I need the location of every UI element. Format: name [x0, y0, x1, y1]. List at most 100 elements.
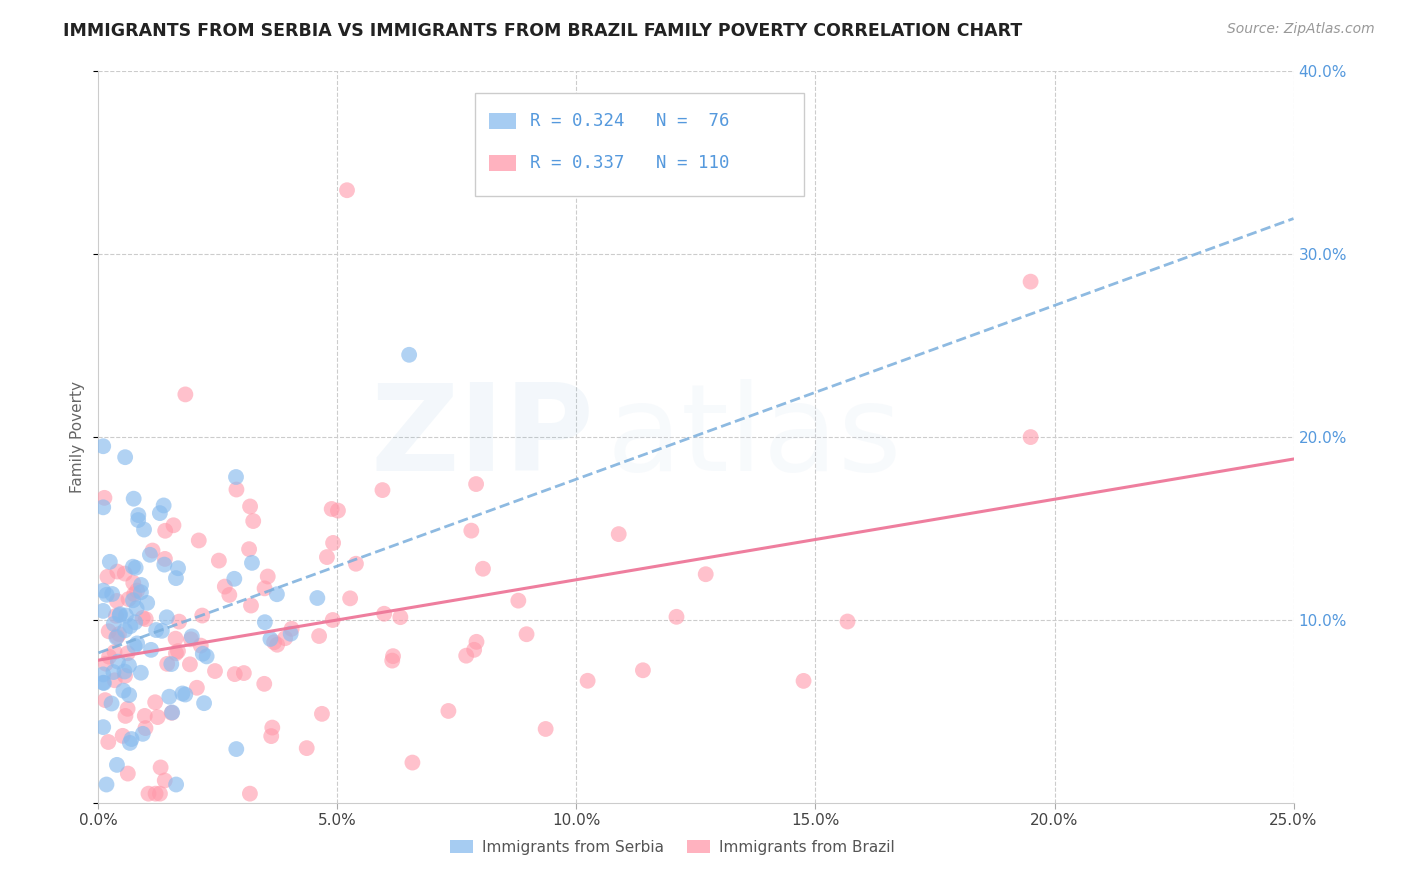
Point: [167, 561, 190, 575]
Point: [129, 578, 152, 592]
Point: [94, 657, 117, 671]
Point: [260, 729, 283, 743]
Point: [143, 695, 166, 709]
Point: [117, 592, 139, 607]
Point: [576, 673, 599, 688]
Point: [117, 766, 139, 780]
Point: [98, 649, 121, 664]
Point: [322, 613, 344, 627]
Point: [242, 514, 264, 528]
Point: [136, 596, 159, 610]
Point: [204, 664, 226, 678]
Point: [336, 183, 359, 197]
Text: R = 0.337   N = 110: R = 0.337 N = 110: [530, 153, 730, 172]
Point: [191, 647, 214, 661]
Point: [127, 508, 149, 522]
Text: ZIP: ZIP: [371, 378, 595, 496]
Point: [149, 787, 172, 801]
Point: [1019, 275, 1042, 289]
Point: [162, 518, 184, 533]
Point: [97, 735, 120, 749]
Point: [253, 677, 276, 691]
Point: [105, 594, 128, 608]
Point: [193, 696, 215, 710]
Point: [465, 477, 488, 491]
Point: [149, 506, 172, 520]
Text: R = 0.324   N =  76: R = 0.324 N = 76: [530, 112, 730, 130]
Point: [463, 642, 485, 657]
Point: [112, 683, 135, 698]
Point: [218, 588, 240, 602]
Point: [108, 608, 131, 623]
Point: [381, 654, 404, 668]
Point: [122, 593, 145, 607]
Point: [401, 756, 423, 770]
Point: [105, 631, 128, 645]
Point: [118, 658, 141, 673]
Point: [114, 450, 136, 465]
Point: [124, 639, 146, 653]
Point: [157, 690, 180, 704]
Point: [167, 644, 190, 658]
Point: [266, 587, 288, 601]
Point: [695, 567, 717, 582]
Point: [114, 669, 136, 683]
Point: [103, 616, 125, 631]
Point: [93, 676, 115, 690]
Point: [232, 666, 254, 681]
Point: [224, 572, 246, 586]
Point: [146, 710, 169, 724]
Point: [93, 491, 115, 505]
Point: [91, 500, 114, 515]
Point: [295, 741, 318, 756]
Point: [160, 706, 183, 720]
Point: [263, 635, 285, 649]
Point: [114, 665, 136, 679]
Point: [145, 787, 167, 801]
Point: [96, 778, 118, 792]
Point: [382, 649, 405, 664]
Point: [322, 536, 344, 550]
Point: [100, 697, 122, 711]
Point: [129, 585, 152, 599]
Point: [472, 562, 495, 576]
Point: [127, 636, 149, 650]
Point: [316, 550, 339, 565]
Point: [153, 552, 176, 566]
Point: [437, 704, 460, 718]
Point: [266, 638, 288, 652]
Point: [111, 729, 134, 743]
Point: [132, 523, 155, 537]
Point: [149, 760, 172, 774]
Point: [167, 615, 190, 629]
Point: [120, 619, 142, 633]
Point: [153, 524, 176, 538]
Point: [96, 588, 118, 602]
Point: [91, 604, 114, 618]
Point: [98, 555, 121, 569]
Point: [122, 587, 145, 601]
Point: [122, 575, 145, 590]
Point: [124, 615, 146, 630]
Point: [174, 688, 197, 702]
Point: [534, 722, 557, 736]
Point: [240, 599, 263, 613]
Point: [160, 657, 183, 671]
Y-axis label: Family Poverty: Family Poverty: [70, 381, 86, 493]
Point: [280, 622, 302, 636]
Point: [373, 607, 395, 621]
Point: [145, 623, 167, 637]
Legend: Immigrants from Serbia, Immigrants from Brazil: Immigrants from Serbia, Immigrants from …: [443, 834, 901, 861]
Point: [253, 615, 276, 630]
Point: [118, 736, 141, 750]
Point: [138, 787, 160, 801]
Point: [156, 610, 179, 624]
Point: [105, 757, 128, 772]
Text: atlas: atlas: [606, 378, 903, 496]
Point: [240, 556, 263, 570]
Point: [339, 591, 361, 606]
Text: IMMIGRANTS FROM SERBIA VS IMMIGRANTS FROM BRAZIL FAMILY POVERTY CORRELATION CHAR: IMMIGRANTS FROM SERBIA VS IMMIGRANTS FRO…: [63, 22, 1022, 40]
Point: [274, 631, 297, 645]
Point: [1019, 430, 1042, 444]
Point: [191, 608, 214, 623]
